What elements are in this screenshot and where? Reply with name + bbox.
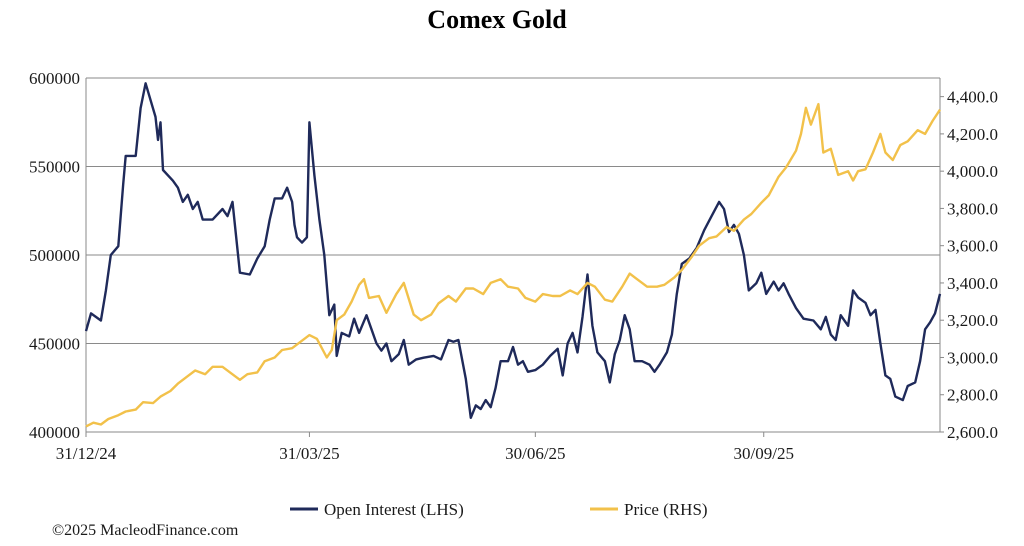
right-tick-label: 3,400.0 xyxy=(947,274,998,293)
right-tick-label: 3,000.0 xyxy=(947,348,998,367)
gridlines xyxy=(86,77,940,344)
right-tick-label: 3,600.0 xyxy=(947,237,998,256)
right-axis-ticks: 2,600.0 2,800.0 3,000.0 3,200.0 3,400.0 3,600… xyxy=(940,88,998,442)
x-tick-label: 31/12/24 xyxy=(56,444,117,463)
x-tick-label: 30/06/25 xyxy=(505,444,565,463)
left-tick-label: 500000 xyxy=(29,246,80,265)
series-layer xyxy=(84,82,942,428)
legend-label-price: Price (RHS) xyxy=(624,500,708,519)
left-tick-label: 400000 xyxy=(29,423,80,442)
series-line-open-interest xyxy=(84,82,942,419)
axes xyxy=(85,78,941,433)
right-tick-label: 2,600.0 xyxy=(947,423,998,442)
copyright-text: ©2025 MacleodFinance.com xyxy=(52,522,239,539)
right-tick-label: 3,800.0 xyxy=(947,199,998,218)
right-tick-label: 4,000.0 xyxy=(947,162,998,181)
x-axis-ticks: 31/12/24 31/03/25 30/06/25 30/09/25 xyxy=(56,432,794,463)
x-tick-label: 31/03/25 xyxy=(279,444,339,463)
left-axis-ticks: 400000 450000 500000 550000 600000 xyxy=(29,69,80,442)
chart-title: Comex Gold xyxy=(427,5,567,34)
right-tick-label: 4,400.0 xyxy=(947,88,998,107)
legend-label-open-interest: Open Interest (LHS) xyxy=(324,500,464,519)
left-tick-label: 550000 xyxy=(29,158,80,177)
legend: Open Interest (LHS) Price (RHS) xyxy=(290,500,708,519)
left-tick-label: 450000 xyxy=(29,335,80,354)
right-tick-label: 3,200.0 xyxy=(947,311,998,330)
right-tick-label: 4,200.0 xyxy=(947,125,998,144)
left-tick-label: 600000 xyxy=(29,69,80,88)
series-line-price xyxy=(85,102,942,428)
right-tick-label: 2,800.0 xyxy=(947,386,998,405)
x-tick-label: 30/09/25 xyxy=(734,444,794,463)
